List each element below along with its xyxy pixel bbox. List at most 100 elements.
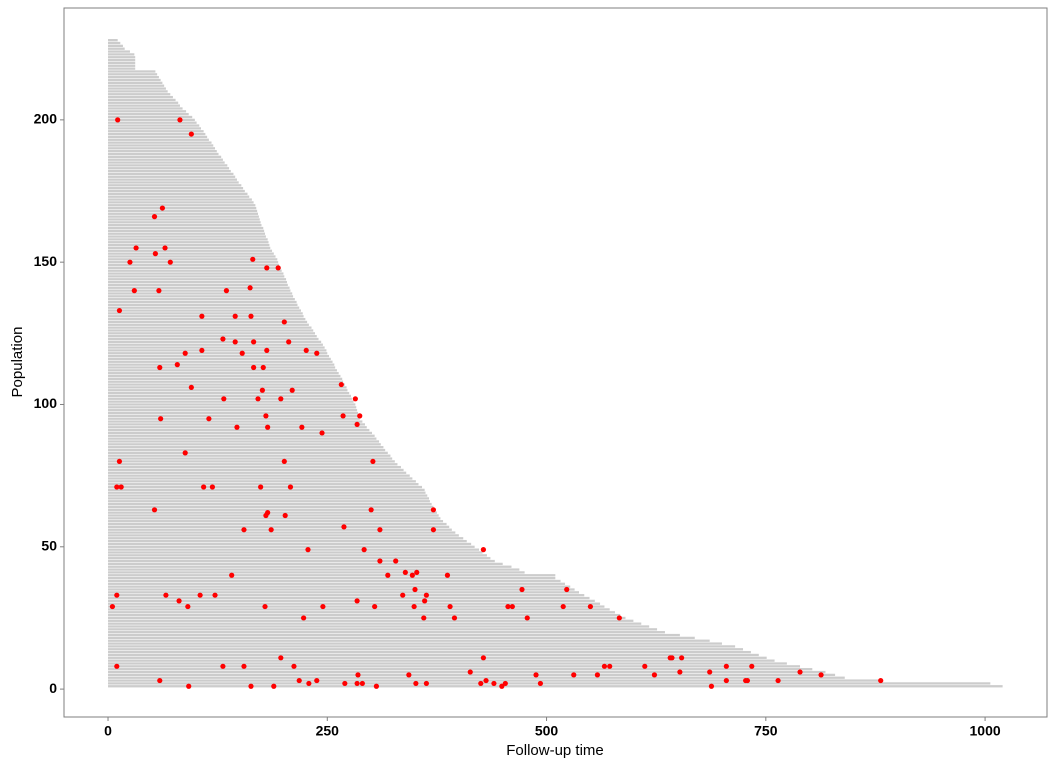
event-point <box>412 586 418 593</box>
follow-up-bar <box>108 306 300 309</box>
follow-up-bar <box>108 451 388 455</box>
event-point <box>251 364 257 371</box>
event-point <box>480 655 487 661</box>
follow-up-bar <box>108 443 381 446</box>
event-point <box>282 512 288 519</box>
event-point <box>167 259 173 265</box>
event-point <box>199 347 205 354</box>
follow-up-bar <box>108 448 386 452</box>
event-point <box>174 362 180 368</box>
follow-up-bar <box>108 81 163 84</box>
event-point <box>306 680 312 687</box>
follow-up-bar <box>108 366 336 369</box>
follow-up-bar <box>108 206 257 210</box>
follow-up-bar <box>108 110 187 113</box>
follow-up-bar <box>108 670 826 674</box>
follow-up-bar <box>108 323 309 326</box>
event-point <box>151 507 158 513</box>
follow-up-bar <box>108 474 410 477</box>
follow-up-bar <box>108 428 370 432</box>
follow-up-bar <box>108 500 430 503</box>
event-point <box>221 396 227 402</box>
event-point <box>447 603 453 610</box>
event-point <box>355 672 361 678</box>
follow-up-bar <box>108 255 276 258</box>
follow-up-bar <box>108 229 265 232</box>
event-point <box>373 683 380 689</box>
follow-up-bar <box>108 118 195 121</box>
y-tick-label: 150 <box>34 253 58 269</box>
event-point <box>642 663 648 669</box>
event-point <box>157 364 163 371</box>
follow-up-bar <box>108 275 285 278</box>
event-point <box>744 677 750 684</box>
follow-up-bar <box>108 434 375 437</box>
follow-up-bar <box>108 101 179 104</box>
follow-up-bar <box>108 315 304 318</box>
event-point <box>319 430 325 436</box>
follow-up-bar <box>108 505 434 509</box>
follow-up-bar <box>108 261 279 264</box>
event-point <box>182 450 188 456</box>
event-point <box>385 572 391 578</box>
follow-up-bar <box>108 161 225 164</box>
follow-up-bar <box>108 548 480 551</box>
follow-up-bar <box>108 61 136 65</box>
x-tick-label: 0 <box>104 723 112 739</box>
follow-up-bar <box>108 252 274 255</box>
follow-up-bar <box>108 562 503 566</box>
event-point <box>878 677 884 684</box>
event-point <box>176 598 182 604</box>
follow-up-bar <box>108 676 845 679</box>
event-point <box>241 663 247 669</box>
follow-up-bar <box>108 201 254 204</box>
follow-up-bar <box>108 132 206 136</box>
event-point <box>114 663 120 669</box>
follow-up-bar <box>108 511 437 514</box>
follow-up-bar <box>108 582 565 585</box>
follow-up-bar <box>108 329 314 332</box>
follow-up-bar <box>108 352 328 355</box>
event-point <box>152 251 158 257</box>
follow-up-bar <box>108 650 751 654</box>
follow-up-bar <box>108 568 520 571</box>
follow-up-bar <box>108 619 634 622</box>
follow-up-bar <box>108 545 475 548</box>
follow-up-bar <box>108 431 373 435</box>
follow-up-bar <box>108 360 333 363</box>
event-point <box>340 413 346 419</box>
event-point <box>444 572 451 578</box>
event-point <box>607 663 613 669</box>
follow-up-bar <box>108 585 571 588</box>
event-point <box>400 592 406 598</box>
event-point <box>264 265 270 271</box>
y-tick-label: 200 <box>34 111 58 127</box>
follow-up-bar <box>108 335 317 338</box>
follow-up-bar <box>108 357 331 361</box>
event-point <box>571 672 577 678</box>
follow-up-bar <box>108 104 180 107</box>
follow-up-bar <box>108 636 695 640</box>
event-point <box>423 680 429 687</box>
follow-up-bar <box>108 414 359 418</box>
event-point <box>234 424 240 430</box>
x-axis-title: Follow-up time <box>506 742 604 759</box>
event-point <box>483 677 489 684</box>
event-point <box>131 288 137 294</box>
follow-up-bar <box>108 192 248 195</box>
event-point <box>188 131 194 137</box>
follow-up-bar <box>108 346 325 349</box>
follow-up-bar <box>108 642 722 645</box>
event-point <box>669 655 675 661</box>
follow-up-bar <box>108 477 413 480</box>
follow-up-bar <box>108 383 345 386</box>
event-point <box>116 458 123 465</box>
event-point <box>533 672 539 678</box>
follow-up-bar <box>108 613 621 617</box>
follow-up-bar <box>108 238 268 241</box>
follow-up-bar <box>108 417 360 420</box>
follow-up-bar <box>108 58 136 62</box>
follow-up-bar <box>108 542 472 546</box>
follow-up-bar <box>108 374 341 378</box>
